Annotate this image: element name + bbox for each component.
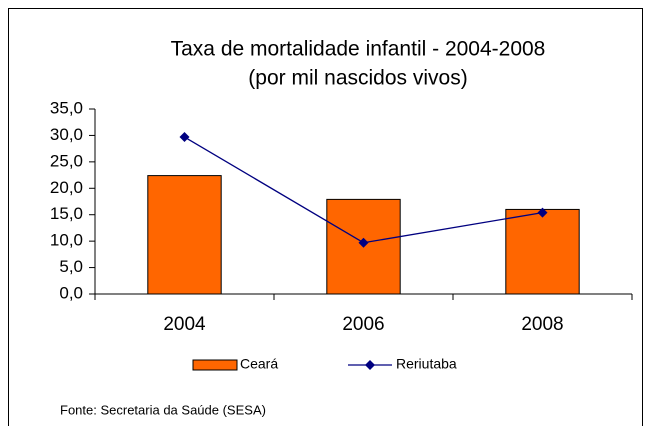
legend-marker [365, 360, 375, 370]
y-tick-label: 10,0 [50, 231, 83, 250]
x-tick-label: 2004 [163, 314, 206, 335]
y-tick-label: 15,0 [50, 204, 83, 223]
y-tick-label: 20,0 [50, 178, 83, 197]
chart-title: Taxa de mortalidade infantil - 2004-2008 [171, 38, 546, 61]
legend-swatch [192, 359, 238, 371]
bar [147, 175, 222, 295]
y-tick-label: 5,0 [59, 257, 83, 276]
chart-frame [8, 8, 643, 431]
bar [505, 208, 580, 295]
line-marker [179, 132, 190, 143]
y-tick-label: 0,0 [59, 283, 83, 302]
y-tick-label: 35,0 [50, 98, 83, 117]
x-tick-label: 2006 [342, 314, 384, 335]
legend-label: Reriutaba [396, 356, 457, 372]
y-tick-label: 30,0 [50, 125, 83, 144]
line-marker [358, 237, 369, 248]
y-tick-label: 25,0 [50, 151, 83, 170]
x-tick-label: 2008 [521, 314, 563, 335]
chart-subtitle: (por mil nascidos vivos) [248, 67, 467, 90]
legend-label: Ceará [240, 356, 278, 372]
source-note: Fonte: Secretaria da Saúde (SESA) [60, 402, 266, 417]
line-marker [537, 207, 548, 218]
